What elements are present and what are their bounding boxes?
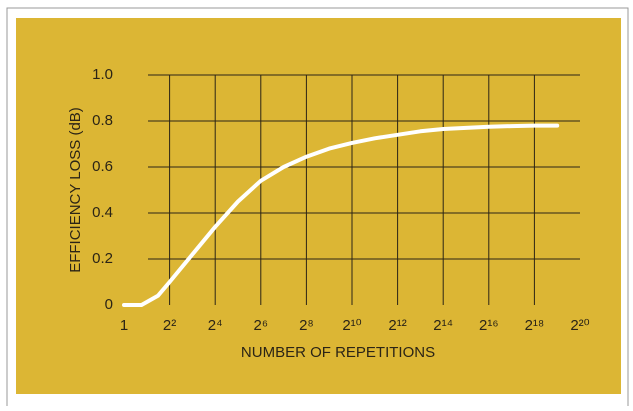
x-tick-label: 2¹² xyxy=(388,317,406,334)
y-tick-label: 0.6 xyxy=(92,158,113,175)
x-tick-label: 2¹⁶ xyxy=(479,317,499,334)
y-tick-label: 0.2 xyxy=(92,250,113,267)
y-tick-label: 0 xyxy=(105,296,113,313)
x-tick-label: 1 xyxy=(120,317,128,334)
frame xyxy=(6,7,629,406)
y-tick-label: 0.8 xyxy=(92,112,113,129)
y-axis-label: EFFICIENCY LOSS (dB) xyxy=(67,107,84,273)
x-axis-label: NUMBER OF REPETITIONS xyxy=(241,344,435,361)
y-tick-label: 1.0 xyxy=(92,66,113,83)
x-tick-label: 2¹⁴ xyxy=(433,317,453,334)
x-tick-label: 2¹⁰ xyxy=(342,317,361,334)
x-tick-label: 2⁸ xyxy=(299,317,314,334)
line xyxy=(122,123,560,307)
x-tick-label: 2²⁰ xyxy=(570,317,589,334)
x-tick-label: 2⁴ xyxy=(208,317,223,334)
panel xyxy=(16,18,621,394)
x-tick-label: 2¹⁸ xyxy=(525,317,545,334)
y-tick-label: 0.4 xyxy=(92,204,113,221)
x-tick-label: 2⁶ xyxy=(254,317,269,334)
x-tick-label: 2² xyxy=(163,317,176,334)
